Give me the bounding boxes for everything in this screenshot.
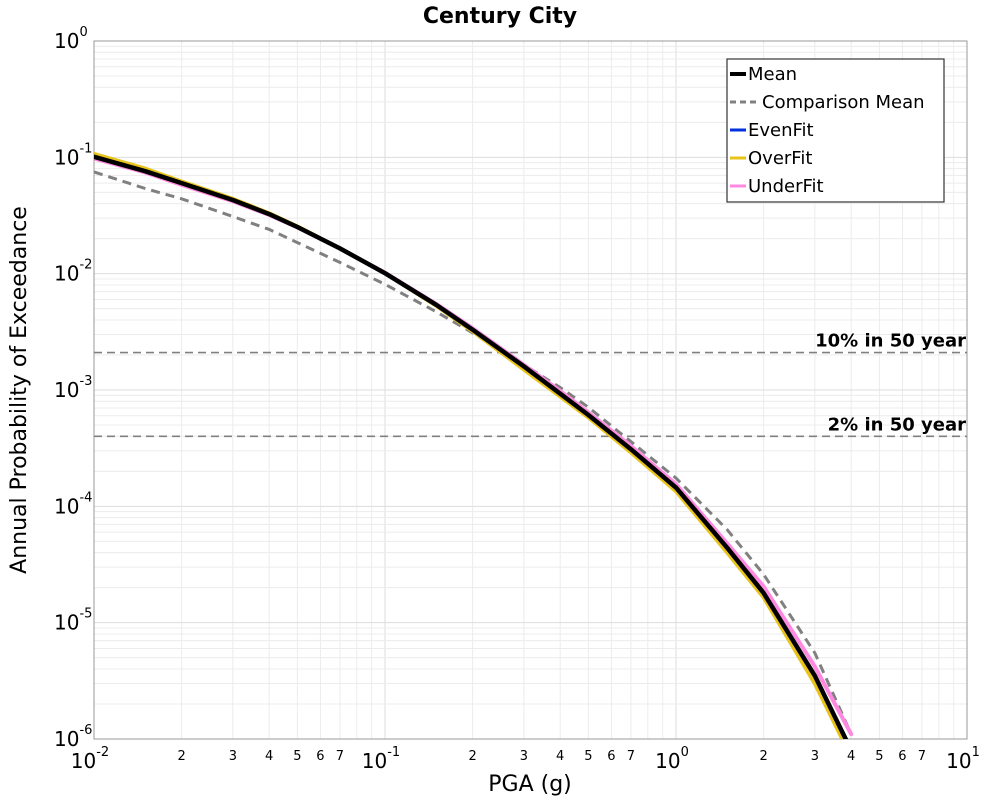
- y-axis-label: Annual Probability of Exceedance: [7, 206, 32, 574]
- legend: Mean Comparison Mean EvenFit OverFit UnderFi…: [726, 58, 945, 203]
- reference-line-label: 2% in 50 year: [828, 414, 966, 435]
- x-minor-tick-label: 2: [468, 749, 476, 764]
- legend-item-label: Comparison Mean: [762, 92, 925, 113]
- x-minor-tick-label: 2: [759, 749, 767, 764]
- x-minor-tick-label: 6: [898, 749, 906, 764]
- x-tick-label: 10-2: [71, 745, 109, 773]
- x-minor-tick-label: 4: [556, 749, 564, 764]
- reference-labels: 10% in 50 year 2% in 50 year: [815, 331, 966, 436]
- y-tick-label: 10-5: [54, 607, 92, 635]
- y-tick-label: 100: [54, 25, 88, 53]
- x-minor-tick-label: 6: [316, 749, 324, 764]
- x-minor-tick-label: 7: [918, 749, 926, 764]
- series-lines: [94, 151, 854, 739]
- x-tick-label: 100: [655, 745, 689, 773]
- x-minor-tick-label: 5: [293, 749, 301, 764]
- legend-item-label: EvenFit: [748, 120, 814, 141]
- chart-title: Century City: [423, 4, 577, 29]
- y-tick-label: 10-4: [54, 490, 92, 518]
- x-minor-tick-label: 3: [229, 749, 237, 764]
- x-minor-tick-label: 7: [627, 749, 635, 764]
- y-tick-label: 10-3: [54, 374, 92, 402]
- legend-item-label: UnderFit: [748, 176, 824, 197]
- x-tick-label: 101: [946, 745, 980, 773]
- legend-item-label: Mean: [748, 64, 797, 85]
- x-minor-tick-label: 3: [520, 749, 528, 764]
- y-tick-label: 10-2: [54, 258, 92, 286]
- reference-lines: [94, 351, 967, 438]
- x-minor-tick-label: 5: [584, 749, 592, 764]
- x-minor-tick-label: 3: [811, 749, 819, 764]
- x-minor-tick-label: 4: [847, 749, 855, 764]
- x-minor-tick-label: 5: [875, 749, 883, 764]
- plot-frame: [93, 40, 968, 740]
- y-tick-label: 10-1: [54, 141, 92, 169]
- x-axis-label: PGA (g): [488, 772, 572, 797]
- x-minor-tick-label: 6: [607, 749, 615, 764]
- y-tick-label: 10-6: [54, 723, 92, 751]
- legend-box: [726, 58, 945, 203]
- series-line-mean: [94, 154, 849, 739]
- x-minor-tick-label: 7: [336, 749, 344, 764]
- y-axis-ticks: 100 10-1 10-2 10-3 10-4 10-5 10-6: [54, 25, 92, 751]
- x-minor-tick-label: 2: [177, 749, 185, 764]
- legend-item-label: OverFit: [748, 148, 812, 169]
- x-minor-tick-label: 4: [265, 749, 273, 764]
- reference-line-label: 10% in 50 year: [815, 331, 966, 352]
- x-tick-label: 10-1: [362, 745, 400, 773]
- grid: [94, 41, 967, 739]
